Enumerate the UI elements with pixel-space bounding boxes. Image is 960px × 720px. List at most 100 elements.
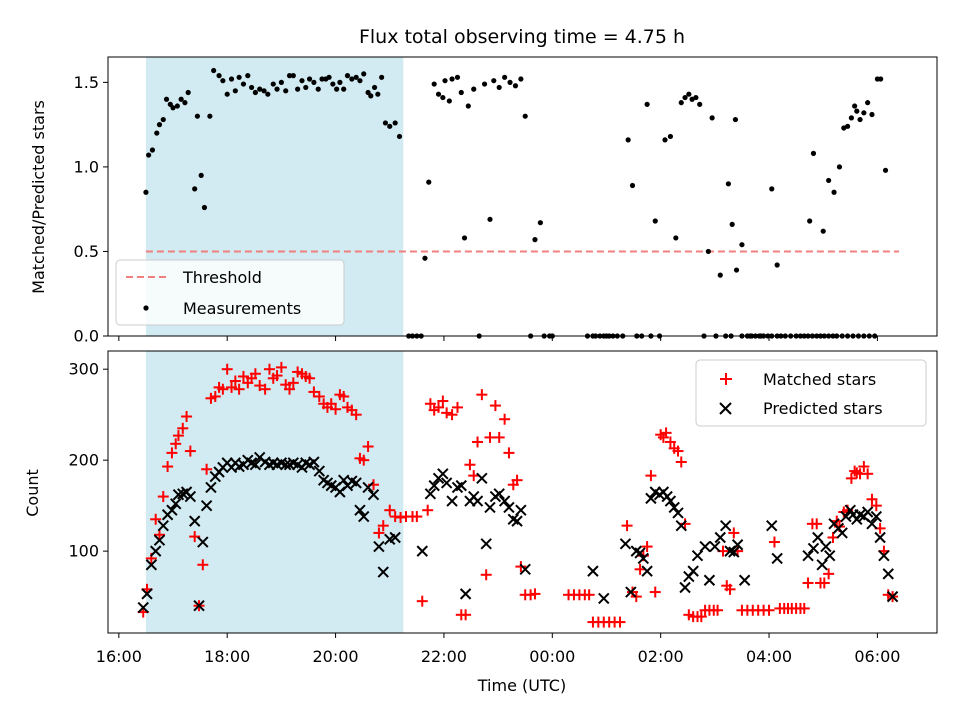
matched-point [271, 370, 283, 382]
measurement-point [709, 115, 715, 121]
matched-point [437, 395, 449, 407]
measurement-point [211, 67, 217, 74]
predicted-point [816, 559, 828, 571]
predicted-point [515, 504, 527, 516]
predicted-point [193, 600, 205, 612]
measurement-point [518, 76, 524, 82]
measurement-point [697, 101, 703, 107]
measurement-point [236, 74, 242, 80]
predicted-point [149, 545, 162, 557]
matched-point [181, 410, 193, 422]
matched-point [802, 577, 814, 589]
measurement-point [831, 189, 837, 195]
predicted-point [373, 540, 385, 553]
measurement-point [487, 216, 493, 222]
matched-point [763, 604, 775, 616]
predicted-point [172, 489, 185, 501]
predicted-point [389, 531, 401, 544]
matched-point [493, 431, 505, 443]
measurement-point [625, 137, 631, 143]
predicted-point [691, 549, 704, 562]
matched-point [468, 470, 480, 482]
matched-point [866, 493, 878, 505]
matched-point [489, 400, 501, 412]
matched-point [162, 461, 174, 473]
matched-point [172, 430, 184, 442]
predicted-point [840, 510, 852, 523]
measurement-point [820, 228, 826, 234]
measurement-point [686, 91, 692, 97]
matched-point [153, 529, 165, 541]
matched-point [209, 390, 221, 402]
predicted-point [471, 495, 484, 507]
measurement-point [315, 86, 321, 92]
matched-point [818, 577, 830, 589]
measurement-point [306, 76, 313, 82]
measurement-point [644, 101, 650, 107]
x-tick-label: 02:00 [638, 647, 684, 666]
measurement-point [461, 235, 468, 241]
matched-point [858, 461, 870, 473]
matched-point [664, 436, 676, 448]
bottom-x-ticks: 16:00 18:00 20:00 22:00 00:00 02:00 04:00 06:00 [96, 633, 900, 666]
predicted-point [188, 515, 201, 527]
measurement-point [826, 177, 832, 184]
predicted-point [137, 601, 149, 614]
bottom-y-axis-label: Count [23, 469, 42, 517]
measurement-point [739, 242, 745, 248]
measurement-point [878, 76, 884, 82]
bottom-legend: Matched stars Predicted stars [695, 359, 927, 427]
matched-point [362, 441, 374, 453]
predicted-point [493, 488, 505, 500]
predicted-point [157, 519, 169, 532]
measurement-point [629, 182, 636, 189]
measurement-point [245, 73, 251, 79]
measurement-point [232, 88, 238, 94]
predicted-point [367, 489, 380, 501]
predicted-point [354, 504, 366, 516]
predicted-point [313, 465, 326, 477]
predicted-point [498, 495, 511, 507]
x-tick-label: 04:00 [746, 647, 792, 666]
matched-point [433, 401, 445, 413]
predicted-point [664, 495, 677, 507]
measurement-point [882, 167, 889, 173]
measurement-point [149, 147, 156, 153]
top-y-axis-label: Matched/Predicted stars [29, 100, 48, 294]
measurement-point [729, 221, 735, 227]
matched-point [184, 445, 196, 457]
legend-threshold-label: Threshold [182, 268, 262, 287]
measurement-point [220, 78, 226, 84]
measurement-point [344, 73, 351, 79]
measurement-point [836, 164, 843, 170]
predicted-point [699, 540, 711, 553]
predicted-point [738, 574, 751, 586]
measurement-point [725, 181, 731, 187]
x-tick-label: 00:00 [529, 647, 575, 666]
measurement-point [303, 84, 309, 91]
matched-point [157, 491, 169, 503]
measurement-point [869, 111, 875, 118]
measurement-point [435, 91, 442, 97]
top-axes-frame [107, 56, 938, 337]
y-tick-label: 200 [68, 451, 99, 470]
measurement-point [848, 115, 854, 121]
predicted-point [598, 592, 610, 605]
measurement-point [240, 81, 247, 87]
measurement-point [194, 113, 201, 119]
predicted-point [672, 507, 684, 519]
matched-point [416, 595, 428, 607]
measurement-point [733, 267, 740, 273]
matched-point [350, 409, 362, 421]
matched-point [614, 616, 626, 628]
measurement-point [502, 74, 508, 80]
matched-point [284, 383, 296, 395]
matched-point [845, 472, 857, 484]
matched-point [679, 518, 691, 530]
measurement-point [248, 84, 255, 91]
measurement-point [667, 133, 674, 140]
legend-predicted-label: Predicted stars [763, 399, 883, 418]
predicted-point [824, 549, 836, 562]
predicted-point [812, 531, 824, 544]
measurement-point [299, 78, 305, 84]
